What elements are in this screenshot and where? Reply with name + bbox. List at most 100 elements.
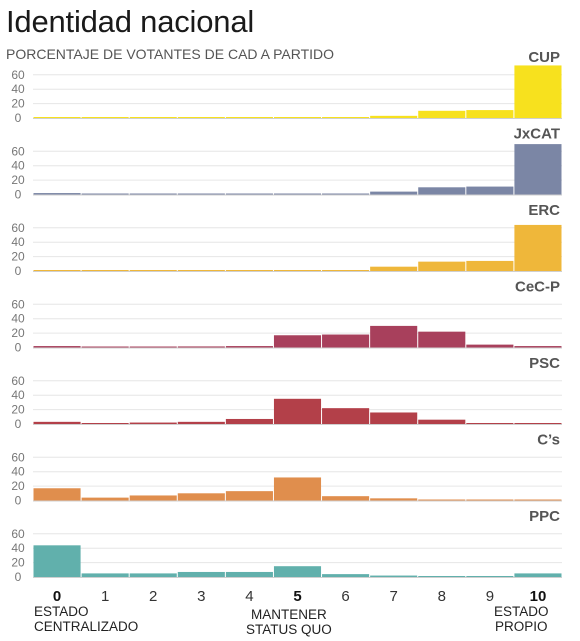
bar-psc-1 — [81, 423, 129, 424]
bar-cup-2 — [129, 117, 177, 118]
bar-psc-2 — [129, 422, 177, 424]
bar-cup-9 — [466, 110, 514, 118]
bar-jxcat-3 — [177, 193, 225, 195]
bar-cec-p-0 — [33, 346, 81, 348]
bar-c-s-2 — [129, 495, 177, 501]
bar-erc-9 — [466, 260, 514, 271]
x-tick-label-5: 5 — [293, 588, 301, 605]
scale-note-middle-line-1: MANTENER — [251, 607, 327, 622]
scale-note-left: ESTADO CENTRALIZADO — [34, 604, 138, 634]
bar-cup-10 — [514, 65, 562, 118]
bar-cec-p-6 — [322, 334, 370, 348]
bar-c-s-7 — [370, 498, 418, 501]
x-tick-label-4: 4 — [245, 588, 253, 605]
bar-cup-4 — [225, 117, 273, 118]
y-tick-label-erc-40: 40 — [11, 235, 25, 249]
bar-ppc-8 — [418, 576, 466, 577]
y-tick-label-erc-20: 20 — [11, 250, 25, 264]
bar-ppc-6 — [322, 574, 370, 577]
bar-cec-p-5 — [273, 335, 322, 348]
bar-c-s-10 — [514, 499, 562, 501]
bar-psc-0 — [33, 421, 81, 424]
y-tick-label-ppc-40: 40 — [11, 541, 25, 555]
scale-note-right-line-1: ESTADO — [494, 604, 549, 619]
bar-cec-p-2 — [129, 346, 177, 348]
bar-ppc-3 — [177, 571, 225, 577]
scale-note-left-line-2: CENTRALIZADO — [34, 619, 139, 634]
panel-label-jxcat: JxCAT — [514, 126, 560, 143]
bar-cup-0 — [33, 117, 81, 118]
bar-psc-8 — [418, 419, 466, 424]
bar-psc-10 — [514, 423, 562, 424]
bar-erc-6 — [322, 270, 370, 271]
bar-jxcat-5 — [273, 193, 322, 195]
bar-cec-p-3 — [177, 346, 225, 348]
bar-ppc-2 — [129, 573, 177, 577]
bar-c-s-8 — [418, 499, 466, 501]
y-tick-label-psc-20: 20 — [11, 403, 25, 417]
bar-cup-7 — [370, 115, 418, 118]
y-tick-label-erc-60: 60 — [11, 221, 25, 235]
bar-jxcat-1 — [81, 193, 129, 195]
scale-note-left-line-1: ESTADO — [34, 604, 89, 619]
bar-cec-p-9 — [466, 344, 514, 348]
panel-label-cec-p: CeC-P — [515, 279, 560, 296]
y-tick-label-cec-p-20: 20 — [11, 326, 25, 340]
bar-c-s-6 — [322, 496, 370, 501]
panel-label-c-s: C’s — [537, 432, 560, 449]
bar-jxcat-9 — [466, 186, 514, 195]
bar-ppc-0 — [33, 545, 81, 577]
scale-note-right: ESTADO PROPIO — [494, 604, 549, 634]
bar-c-s-4 — [225, 491, 273, 501]
bar-erc-5 — [273, 270, 322, 271]
bar-cup-8 — [418, 110, 466, 118]
y-tick-label-cec-p-0: 0 — [15, 341, 22, 355]
bar-cup-3 — [177, 117, 225, 118]
bar-jxcat-0 — [33, 193, 81, 195]
bar-cec-p-10 — [514, 346, 562, 348]
bar-cup-1 — [81, 117, 129, 118]
bar-ppc-10 — [514, 573, 562, 577]
bar-psc-9 — [466, 423, 514, 424]
page-subtitle: PORCENTAJE DE VOTANTES DE CAD A PARTIDO — [6, 46, 335, 62]
bar-jxcat-2 — [129, 193, 177, 195]
y-tick-label-psc-40: 40 — [11, 388, 25, 402]
scale-note-right-line-2: PROPIO — [495, 619, 548, 634]
x-tick-label-3: 3 — [197, 588, 205, 605]
y-tick-label-c-s-0: 0 — [15, 494, 22, 508]
bar-c-s-9 — [466, 499, 514, 501]
y-tick-label-cup-20: 20 — [11, 97, 25, 111]
bar-cup-5 — [273, 117, 322, 118]
y-tick-label-ppc-20: 20 — [11, 556, 25, 570]
y-tick-label-erc-0: 0 — [15, 264, 22, 278]
bar-psc-6 — [322, 408, 370, 424]
y-tick-label-c-s-40: 40 — [11, 465, 25, 479]
y-tick-label-cec-p-60: 60 — [11, 297, 25, 311]
x-tick-label-7: 7 — [390, 588, 398, 605]
x-tick-label-6: 6 — [341, 588, 349, 605]
y-tick-label-jxcat-40: 40 — [11, 159, 25, 173]
y-tick-label-cup-0: 0 — [15, 111, 22, 125]
bar-jxcat-4 — [225, 193, 273, 195]
x-tick-label-9: 9 — [486, 588, 494, 605]
bar-jxcat-7 — [370, 191, 418, 195]
bar-erc-0 — [33, 270, 81, 271]
bar-erc-7 — [370, 266, 418, 271]
bar-jxcat-8 — [418, 187, 466, 195]
bar-c-s-0 — [33, 488, 81, 501]
y-tick-label-ppc-0: 0 — [15, 570, 22, 584]
bar-ppc-7 — [370, 575, 418, 577]
y-tick-label-ppc-60: 60 — [11, 527, 25, 541]
bar-ppc-4 — [225, 571, 273, 577]
bar-c-s-1 — [81, 497, 129, 501]
page-title: Identidad nacional — [6, 4, 255, 39]
bar-psc-4 — [225, 418, 273, 424]
panel-label-ppc: PPC — [529, 508, 560, 525]
panel-label-cup: CUP — [528, 49, 560, 66]
y-tick-label-c-s-20: 20 — [11, 479, 25, 493]
scale-note-middle-line-2: STATUS QUO — [246, 622, 332, 637]
bar-erc-1 — [81, 270, 129, 271]
x-tick-label-1: 1 — [101, 588, 109, 605]
x-tick-label-2: 2 — [149, 588, 157, 605]
